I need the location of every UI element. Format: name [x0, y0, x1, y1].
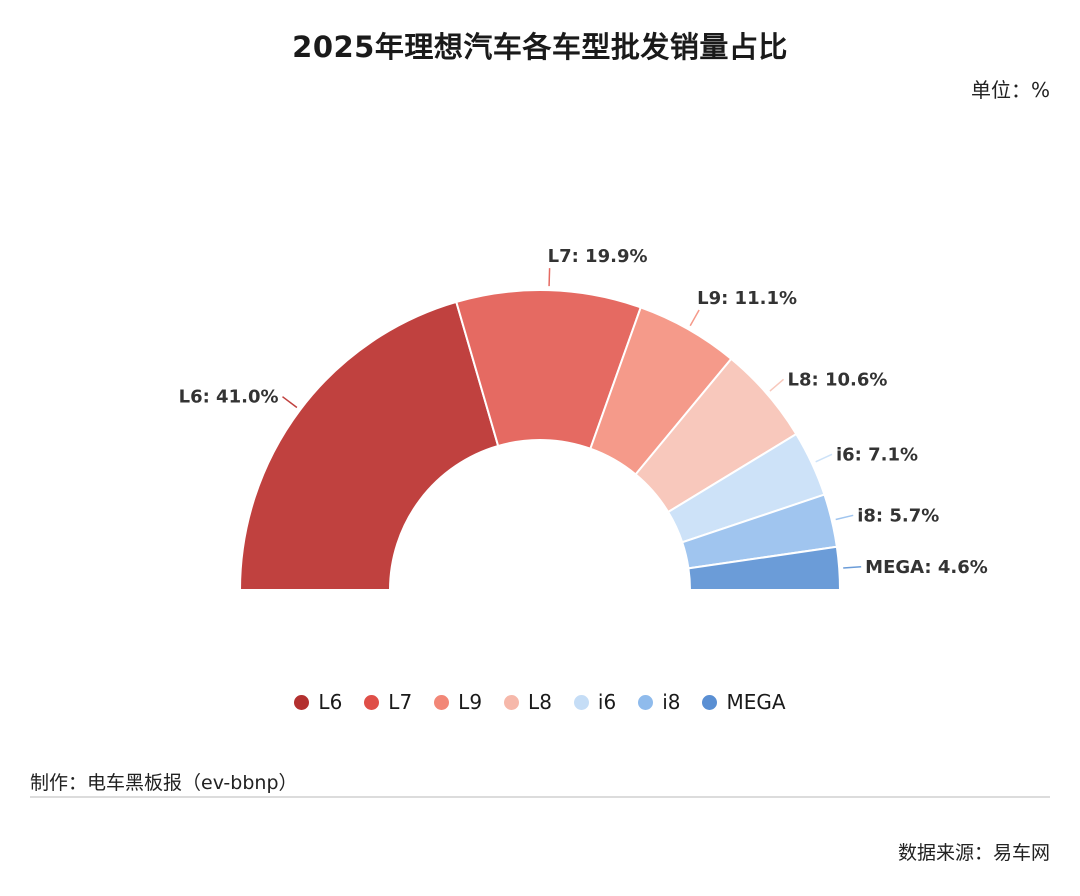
legend-dot-icon	[504, 694, 520, 710]
legend-label: L6	[318, 690, 343, 714]
leader-line-l6	[282, 396, 298, 409]
legend-label: L8	[528, 690, 552, 714]
legend-item-i8: i8	[638, 690, 680, 714]
legend-dot-icon	[434, 694, 450, 710]
legend-label: i8	[662, 690, 681, 714]
leader-line-l8	[769, 378, 785, 392]
maker-credit: 制作：电车黑板报（ev-bbnp）	[30, 772, 298, 794]
legend-label: L9	[458, 690, 483, 714]
legend-label: i6	[597, 690, 617, 714]
legend-item-l8: L8	[504, 690, 552, 714]
legend-item-l9: L9	[434, 690, 482, 714]
slice-mega	[687, 545, 842, 591]
legend-dot-icon	[702, 694, 718, 710]
data-source: 数据来源：易车网	[897, 842, 1050, 864]
legend-item-l6: L6	[294, 690, 342, 714]
legend-dot-icon	[638, 694, 654, 710]
chart-legend: L6 L7 L9 L8 i6 i8 MEGA	[0, 690, 1080, 714]
legend-item-mega: MEGA	[702, 690, 786, 714]
slice-label-mega: MEGA: 4.6%	[865, 557, 988, 578]
leader-line-i8	[835, 514, 854, 521]
unit-label: 单位：%	[970, 78, 1050, 102]
slice-label-i6: i6: 7.1%	[836, 444, 918, 465]
chart-title: 2025年理想汽车各车型批发销量占比	[292, 30, 788, 64]
leader-line-mega	[843, 566, 862, 569]
slice-label-i8: i8: 5.7%	[857, 505, 939, 526]
slice-l6	[238, 300, 500, 591]
legend-label: MEGA	[726, 690, 786, 714]
slice-label-l7: L7: 19.9%	[548, 246, 648, 267]
leader-line-l9	[689, 309, 700, 327]
slice-label-l6: L6: 41.0%	[179, 387, 279, 408]
legend-dot-icon	[294, 694, 310, 710]
legend-item-i6: i6	[573, 690, 617, 714]
legend-item-l7: L7	[364, 690, 412, 714]
slice-label-l9: L9: 11.1%	[697, 288, 797, 309]
footer-divider	[30, 796, 1050, 798]
legend-dot-icon	[573, 694, 589, 710]
leader-line-l7	[548, 268, 551, 287]
legend-label: L7	[388, 690, 413, 714]
legend-dot-icon	[364, 694, 380, 710]
leader-line-i6	[815, 453, 833, 463]
slice-label-l8: L8: 10.6%	[788, 369, 888, 390]
